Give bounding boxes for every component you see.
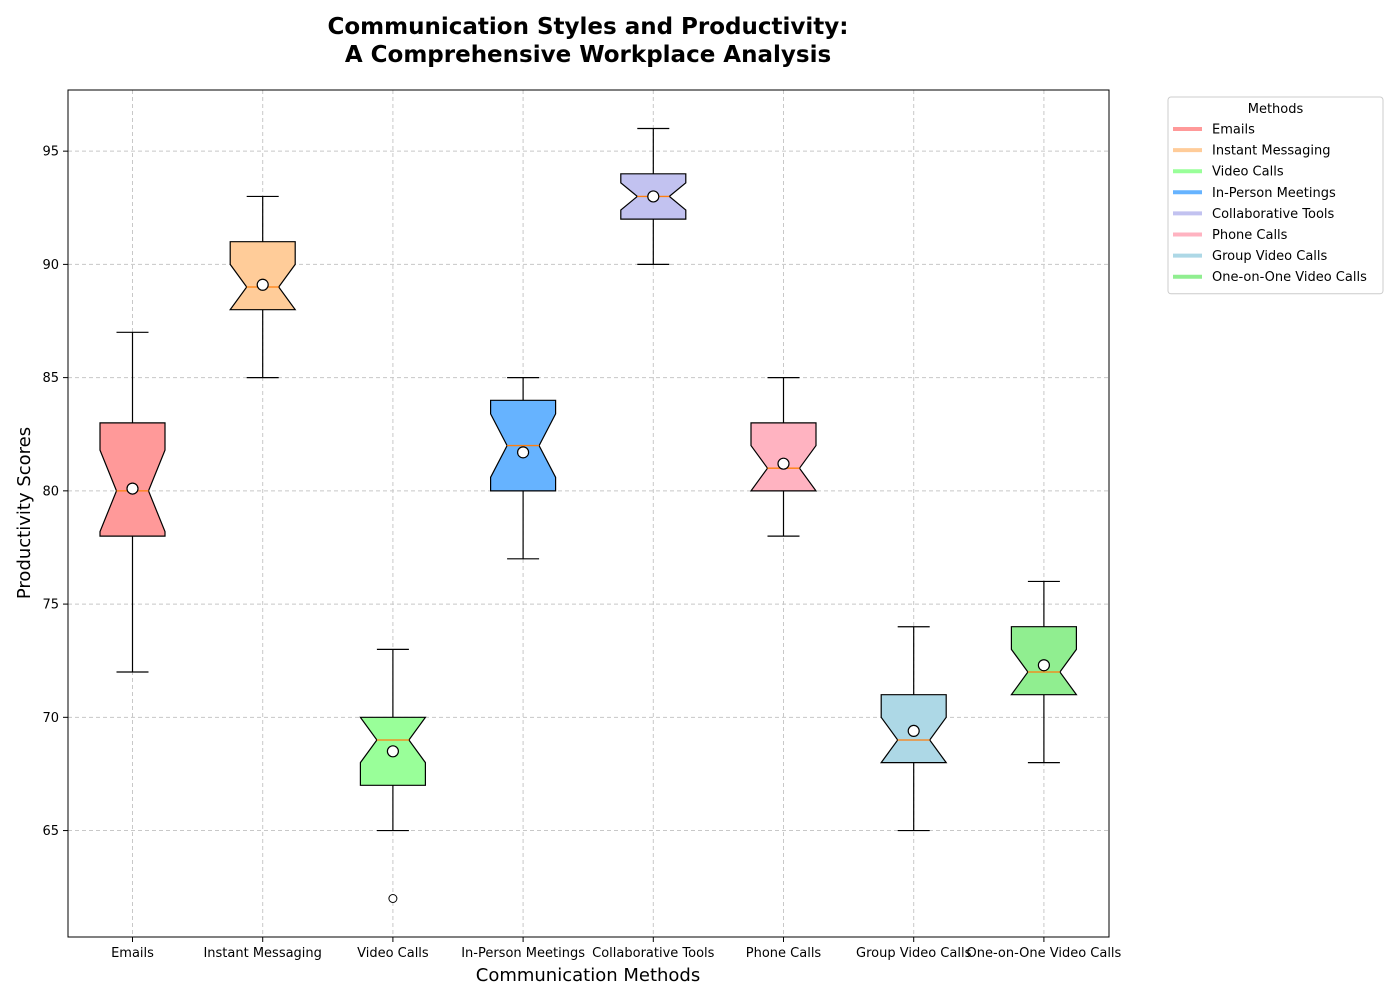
legend: Methods Emails Instant Messaging Video Call…	[1167, 96, 1384, 295]
x-tick-label: Group Video Calls	[856, 946, 972, 961]
legend-entry-label: Video Calls	[1212, 165, 1284, 180]
box-emails	[99, 331, 166, 673]
legend-entry-label: Emails	[1212, 123, 1255, 138]
mean-marker	[256, 278, 269, 291]
x-tick-label: Collaborative Tools	[592, 946, 715, 961]
y-tick-label: 80	[42, 484, 59, 499]
x-tick-label: Video Calls	[357, 946, 429, 961]
x-tick-label: One-on-One Video Calls	[966, 946, 1121, 961]
legend-box	[1167, 96, 1384, 295]
y-tick-label: 75	[42, 598, 59, 613]
plot-area-frame	[67, 89, 1110, 938]
mean-marker	[386, 745, 399, 758]
y-axis: 65 70 75 80 85 90 95	[42, 145, 68, 839]
legend-title: Methods	[1248, 102, 1304, 117]
mean-marker	[777, 457, 790, 470]
legend-entry-label: In-Person Meetings	[1212, 186, 1336, 201]
y-tick-label: 70	[42, 711, 59, 726]
y-tick-label: 95	[42, 145, 59, 160]
box-phone-calls	[749, 377, 818, 537]
notched-box	[99, 422, 166, 537]
outlier-point	[388, 894, 398, 903]
legend-entry-label: One-on-One Video Calls	[1212, 270, 1367, 285]
notched-box	[229, 241, 297, 311]
box-plots	[99, 127, 1078, 903]
y-tick-label: 90	[42, 258, 59, 273]
x-axis-label: Communication Methods	[476, 965, 700, 986]
box-one-on-one-video-calls	[1010, 580, 1078, 764]
grid-lines	[68, 90, 1109, 937]
chart-title-line-1: Communication Styles and Productivity:	[328, 14, 849, 40]
x-tick-label: Instant Messaging	[203, 946, 321, 961]
legend-entry-label: Instant Messaging	[1212, 144, 1330, 159]
mean-marker	[647, 190, 660, 203]
y-tick-label: 85	[42, 371, 59, 386]
mean-marker	[1037, 659, 1051, 672]
x-axis: Emails Instant Messaging Video Calls In-Per…	[111, 937, 1122, 961]
box-group-video-calls	[880, 626, 948, 832]
y-axis-label: Productivity Scores	[14, 427, 35, 599]
x-tick-label: Emails	[111, 946, 154, 961]
notched-box	[749, 422, 818, 492]
mean-marker	[907, 724, 920, 738]
box-in-person-meetings	[490, 377, 557, 560]
x-tick-label: In-Person Meetings	[461, 946, 585, 961]
x-tick-label: Phone Calls	[746, 946, 822, 961]
mean-marker	[126, 482, 139, 495]
mean-marker	[516, 446, 530, 459]
legend-entry-label: Collaborative Tools	[1212, 207, 1335, 222]
legend-entry-label: Phone Calls	[1212, 228, 1288, 243]
box-instant-messaging	[229, 195, 297, 379]
chart-title-line-2: A Comprehensive Workplace Analysis	[345, 42, 831, 68]
legend-entry-label: Group Video Calls	[1212, 249, 1328, 264]
box-collaborative-tools	[620, 127, 687, 265]
y-tick-label: 65	[42, 824, 59, 839]
box-video-calls	[359, 648, 427, 903]
